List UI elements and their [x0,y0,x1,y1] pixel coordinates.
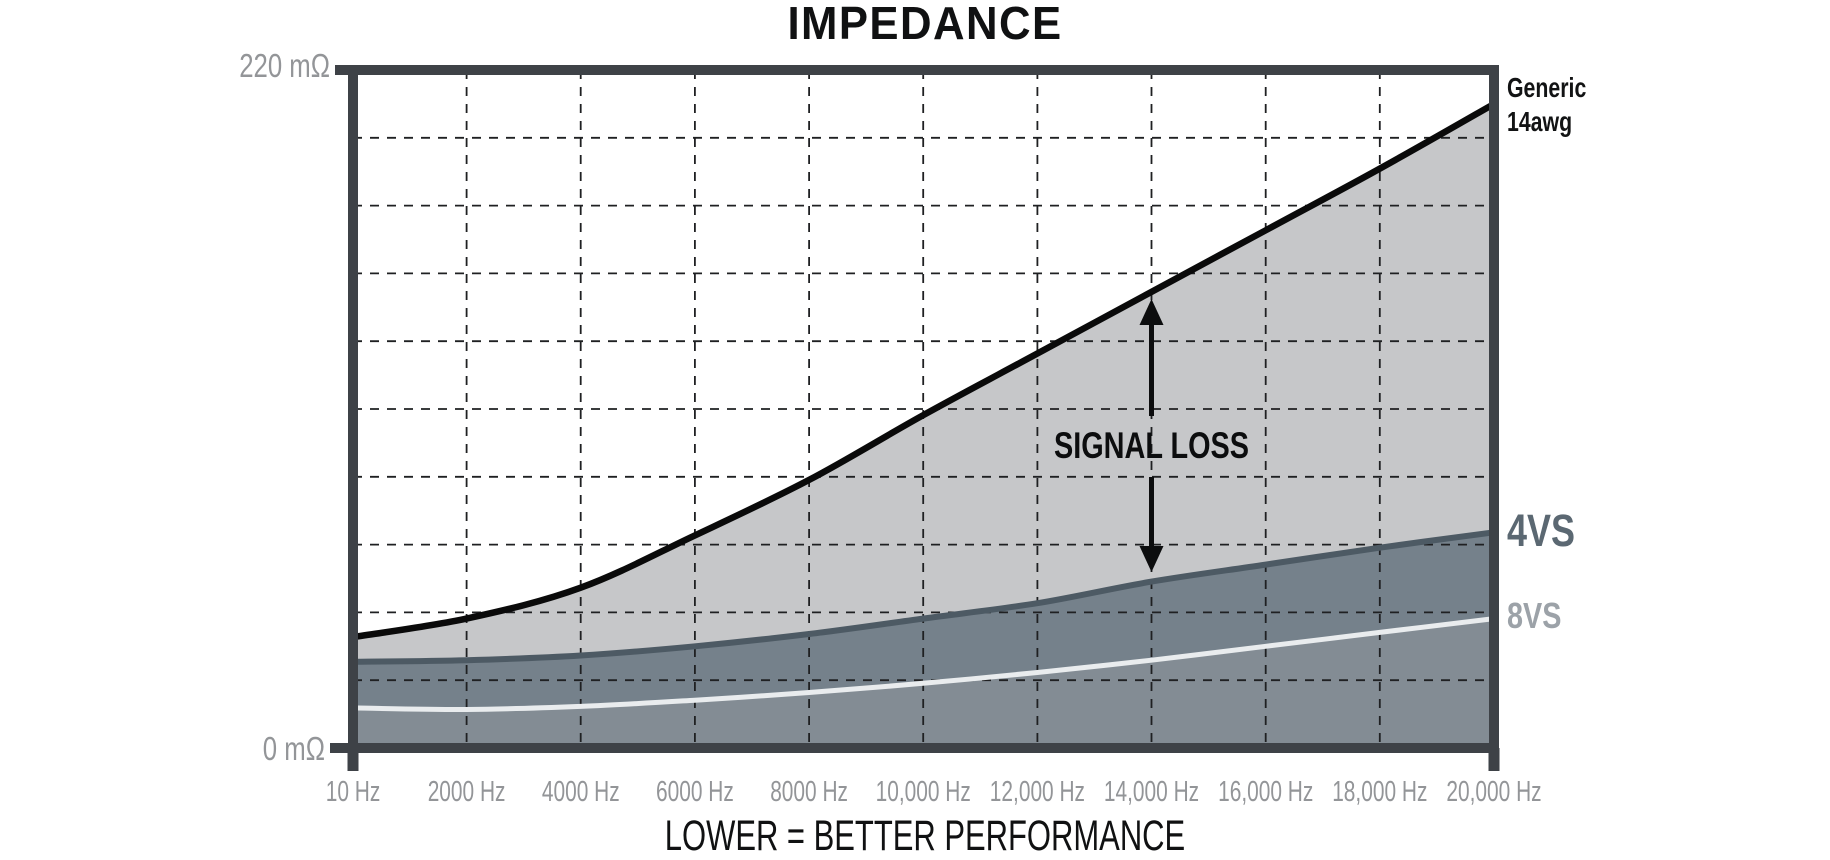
x-tick-label: 18,000 Hz [1332,776,1427,808]
arrow-up-icon [1139,299,1164,325]
x-tick-label: 10,000 Hz [876,776,971,808]
series-label-8vs: 8VS [1507,595,1561,636]
y-axis-label-min: 0 mΩ [263,730,325,767]
gridlines [353,70,1494,748]
series-fill-areas [353,103,1494,748]
series-label-generic-line1: Generic [1507,72,1586,103]
chart-title: IMPEDANCE [787,0,1062,49]
x-tick-label: 6000 Hz [656,776,734,808]
axis-frame [330,65,1500,771]
x-tick-label: 14,000 Hz [1104,776,1199,808]
series-label-generic-line2: 14awg [1507,106,1572,137]
series-label-4vs: 4VS [1507,505,1575,556]
series-labels: Generic 14awg 4VS 8VS [1507,72,1586,636]
series-curves [352,101,1496,713]
arrow-down-icon [1139,546,1164,572]
x-tick-label: 2000 Hz [428,776,506,808]
curve-8vs [352,616,1495,713]
curve-generic-14awg [352,101,1496,641]
signal-loss-annotation: SIGNAL LOSS [1054,299,1249,572]
x-tick-label: 10 Hz [326,776,381,808]
x-tick-label: 16,000 Hz [1218,776,1313,808]
x-axis-labels: 10 Hz 2000 Hz 4000 Hz 6000 Hz 8000 Hz 10… [326,776,1542,808]
plot-border [348,65,1499,753]
x-tick-label: 20,000 Hz [1446,776,1541,808]
footer-caption: LOWER = BETTER PERFORMANCE [665,812,1185,860]
y-axis-label-max: 220 mΩ [239,47,330,84]
x-tick-label: 12,000 Hz [990,776,1085,808]
x-tick-label: 8000 Hz [770,776,848,808]
x-tick-label: 4000 Hz [542,776,620,808]
signal-loss-label: SIGNAL LOSS [1054,425,1249,466]
curve-4vs [352,529,1495,665]
